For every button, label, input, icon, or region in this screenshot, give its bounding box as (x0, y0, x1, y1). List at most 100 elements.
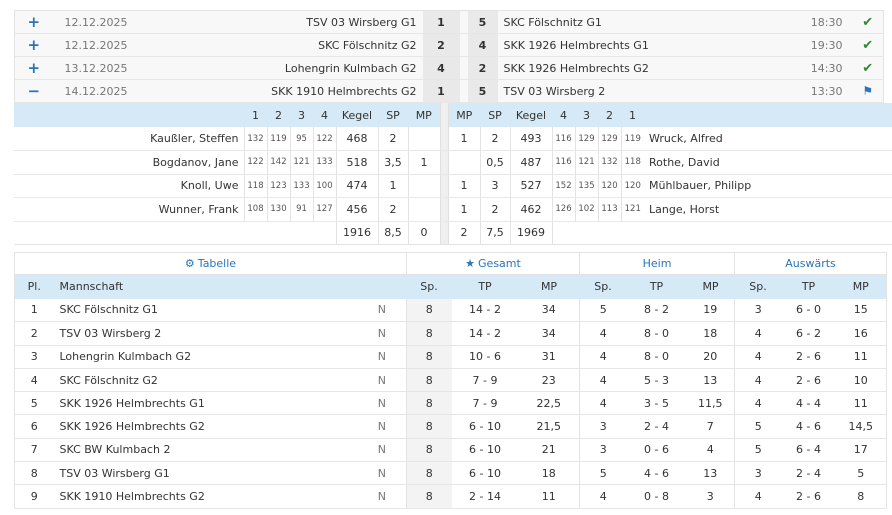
star-icon: ★ (465, 257, 476, 270)
team-name-text[interactable]: TSV 03 Wirsberg 2 (59, 326, 162, 340)
standings-row[interactable]: 6 SKK 1926 Helmbrechts G2 N 8 6 - 10 21,5 3 2 -… (14, 414, 887, 439)
team-name[interactable]: TSV 03 Wirsberg 2 N (53, 321, 407, 346)
heim-tp: 5 - 3 (626, 368, 687, 393)
expand-toggle-icon[interactable]: + (14, 33, 53, 57)
gesamt-sp: 8 (406, 298, 452, 323)
totals-row: 1916 8,5 0 2 7,5 1969 (14, 221, 892, 245)
team-note: N (377, 396, 386, 410)
team-name[interactable]: SKK 1926 Helmbrechts G1 N (53, 391, 407, 416)
away-team[interactable]: SKK 1926 Helmbrechts G2 (497, 56, 808, 80)
team-name[interactable]: SKC Fölschnitz G1 N (53, 298, 407, 323)
team-name-text[interactable]: SKC BW Kulmbach 2 (59, 443, 171, 457)
gesamt-tp: 7 - 9 (451, 368, 519, 393)
match-time: 14:30 (807, 56, 853, 80)
home-team[interactable]: SKK 1910 Helmbrechts G2 (152, 79, 423, 103)
check-icon[interactable]: ✔ (852, 33, 884, 57)
team-name[interactable]: TSV 03 Wirsberg G1 N (53, 461, 407, 486)
away-team[interactable]: SKK 1926 Helmbrechts G1 (497, 33, 808, 57)
team-name-text[interactable]: Lohengrin Kulmbach G2 (59, 350, 192, 364)
home-player-name[interactable]: Wunner, Frank (14, 197, 244, 222)
away-player-name[interactable]: Rothe, David (644, 150, 892, 175)
check-icon[interactable]: ✔ (852, 10, 884, 34)
team-name-text[interactable]: SKC Fölschnitz G2 (59, 373, 158, 387)
away-kegel: 487 (509, 150, 552, 175)
team-name[interactable]: SKK 1926 Helmbrechts G2 N (53, 414, 407, 439)
home-team[interactable]: TSV 03 Wirsberg G1 (152, 10, 423, 34)
header-round-1: 1 (244, 103, 267, 127)
home-team[interactable]: Lohengrin Kulmbach G2 (152, 56, 423, 80)
team-name[interactable]: SKC Fölschnitz G2 N (53, 368, 407, 393)
group-auswaerts[interactable]: Auswärts (733, 252, 887, 275)
group-gesamt[interactable]: ★ Gesamt (406, 252, 580, 275)
standings-group-row: ⚙ Tabelle ★ Gesamt Heim Auswärts (14, 252, 887, 275)
team-name[interactable]: SKK 1910 Helmbrechts G2 N (53, 484, 407, 509)
rank: 9 (14, 484, 54, 509)
standings-row[interactable]: 3 Lohengrin Kulmbach G2 N 8 10 - 6 31 4 8 - 0 20… (14, 345, 887, 369)
standings-row[interactable]: 9 SKK 1910 Helmbrechts G2 N 8 2 - 14 11 4 0 - 8… (14, 484, 887, 509)
away-mp (448, 150, 480, 175)
auswaerts-sp: 4 (734, 321, 782, 346)
standings-row[interactable]: 5 SKK 1926 Helmbrechts G1 N 8 7 - 9 22,5 4 3 - … (14, 391, 887, 416)
standings-row[interactable]: 4 SKC Fölschnitz G2 N 8 7 - 9 23 4 5 - 3 13 4 2 - … (14, 368, 887, 393)
row-separator (439, 174, 449, 198)
rank: 6 (14, 414, 54, 439)
team-name-text[interactable]: TSV 03 Wirsberg G1 (59, 466, 170, 480)
gesamt-tp: 7 - 9 (451, 391, 519, 416)
away-round-2: 113 (597, 197, 621, 222)
standings-row[interactable]: 8 TSV 03 Wirsberg G1 N 8 6 - 10 18 5 4 - 6 13 3 2 … (14, 461, 887, 486)
header-round-3-away: 3 (575, 103, 598, 127)
team-name-text[interactable]: SKK 1926 Helmbrechts G2 (59, 420, 205, 434)
away-score: 4 (467, 33, 498, 57)
total-kegel-away: 1969 (509, 221, 552, 245)
match-detail-table: 1 2 3 4 Kegel SP MP MP SP Kegel 4 3 2 1 … (14, 103, 892, 245)
gesamt-tp: 6 - 10 (451, 414, 519, 439)
away-player-name[interactable]: Lange, Horst (644, 197, 892, 222)
check-icon[interactable]: ✔ (862, 60, 874, 76)
standings-row[interactable]: 2 TSV 03 Wirsberg 2 N 8 14 - 2 34 4 8 - 0 18 4 6 -… (14, 321, 887, 346)
home-mp: 1 (407, 150, 440, 175)
match-row[interactable]: +12.12.2025 TSV 03 Wirsberg G1 1 5 SKC Fölsc… (14, 10, 884, 34)
team-name[interactable]: SKC BW Kulmbach 2 N (53, 438, 407, 463)
away-team[interactable]: SKC Fölschnitz G1 (497, 10, 808, 34)
away-player-name[interactable]: Mühlbauer, Philipp (644, 174, 892, 198)
group-tabelle[interactable]: ⚙ Tabelle (14, 252, 407, 275)
check-icon[interactable]: ✔ (852, 56, 884, 80)
team-name-text[interactable]: SKK 1910 Helmbrechts G2 (59, 490, 205, 504)
expand-toggle-icon[interactable]: + (14, 10, 53, 34)
home-player-name[interactable]: Kaußler, Steffen (14, 127, 244, 151)
team-name-text[interactable]: SKK 1926 Helmbrechts G1 (59, 396, 205, 410)
home-player-name[interactable]: Bogdanov, Jane (14, 150, 244, 175)
auswaerts-sp: 4 (734, 484, 782, 509)
home-player-name[interactable]: Knoll, Uwe (14, 174, 244, 198)
match-row[interactable]: −14.12.2025 SKK 1910 Helmbrechts G2 1 5 TSV … (14, 79, 884, 103)
check-icon[interactable]: ✔ (862, 37, 874, 53)
team-name-text[interactable]: SKC Fölschnitz G1 (59, 303, 158, 317)
auswaerts-sp: 5 (734, 438, 782, 463)
check-icon[interactable]: ✔ (862, 14, 874, 30)
team-name[interactable]: Lohengrin Kulmbach G2 N (53, 345, 407, 369)
heim-tp: 3 - 5 (626, 391, 687, 416)
heim-sp: 3 (579, 414, 627, 439)
expand-toggle-icon[interactable]: − (14, 79, 53, 103)
auswaerts-mp: 15 (835, 298, 887, 323)
flag-icon[interactable]: ⚑ (862, 84, 874, 98)
group-heim[interactable]: Heim (579, 252, 735, 275)
match-row[interactable]: +13.12.2025 Lohengrin Kulmbach G2 4 2 SKK 19… (14, 56, 884, 80)
heim-tp: 4 - 6 (626, 461, 687, 486)
home-team[interactable]: SKC Fölschnitz G2 (152, 33, 423, 57)
standings-row[interactable]: 1 SKC Fölschnitz G1 N 8 14 - 2 34 5 8 - 2 19 3 6 -… (14, 298, 887, 323)
heim-sp: 3 (579, 438, 627, 463)
home-round-4: 100 (312, 174, 336, 198)
auswaerts-tp: 4 - 6 (781, 414, 836, 439)
away-team[interactable]: TSV 03 Wirsberg 2 (497, 79, 808, 103)
header-round-4: 4 (313, 103, 336, 127)
away-player-name[interactable]: Wruck, Alfred (644, 127, 892, 151)
detail-header-blank (14, 103, 244, 127)
flag-icon[interactable]: ⚑ (852, 79, 884, 103)
home-round-3: 91 (289, 197, 313, 222)
match-row[interactable]: +12.12.2025 SKC Fölschnitz G2 2 4 SKK 1926 H… (14, 33, 884, 57)
expand-toggle-icon[interactable]: + (14, 56, 53, 80)
heim-tp: 0 - 6 (626, 438, 687, 463)
home-score: 1 (422, 10, 460, 34)
